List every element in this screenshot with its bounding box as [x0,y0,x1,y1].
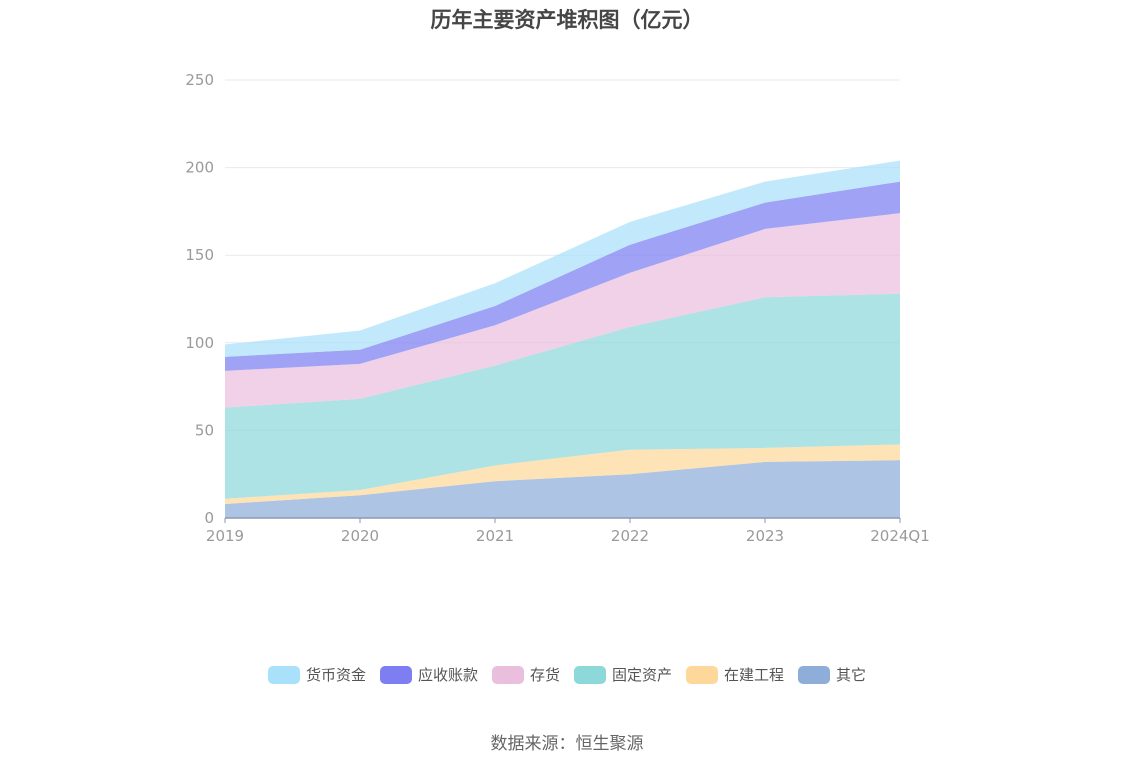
legend-label: 在建工程 [724,666,785,684]
legend-swatch [491,665,524,684]
area-series-3 [225,213,900,408]
legend-swatch [379,665,412,684]
y-tick-label: 150 [185,246,214,264]
legend-item[interactable]: 应收账款 [379,664,478,685]
legend-label: 货币资金 [305,666,366,684]
y-tick-label: 50 [195,421,214,439]
area-series-0 [225,460,900,518]
source-note: 数据来源：恒生聚源 [490,734,644,754]
legend-swatch [798,665,831,684]
legend-item[interactable]: 货币资金 [267,664,366,685]
y-tick-label: 200 [185,159,214,177]
legend-label: 其它 [836,666,867,684]
legend-swatch [267,665,300,684]
x-tick-label: 2024Q1 [870,527,930,545]
area-series-5 [225,160,900,357]
legend-label: 固定资产 [612,666,673,684]
x-tick-label: 2023 [746,527,784,545]
legend-item[interactable]: 其它 [798,664,866,685]
legend-label: 存货 [529,666,560,684]
area-series-1 [225,444,900,504]
x-tick-label: 2019 [206,527,244,545]
legend-swatch [574,665,606,684]
legend-item[interactable]: 存货 [491,664,560,685]
x-tick-label: 2021 [476,527,514,545]
y-tick-label: 0 [204,509,214,527]
area-series-4 [225,181,900,371]
x-tick-label: 2020 [341,527,379,545]
legend-item[interactable]: 固定资产 [574,664,672,685]
area-series-2 [225,293,900,499]
y-tick-label: 100 [185,334,214,352]
y-tick-label: 250 [185,71,214,89]
x-tick-label: 2022 [611,527,649,545]
legend: 货币资金 应收账款 存货 固定资产 在建工程 其它 [0,664,1134,685]
legend-item[interactable]: 在建工程 [686,664,784,685]
legend-label: 应收账款 [417,666,478,684]
stacked-area-chart: 0 50 100 150 200 250 2019 2020 2021 2022 2023 2024Q… [185,71,929,545]
area-layers [225,160,900,518]
chart-title: 历年主要资产堆积图（亿元） [430,8,704,32]
legend-swatch [686,665,719,684]
axes: 0 50 100 150 200 250 2019 2020 2021 2022 2023 2024Q… [185,71,929,545]
